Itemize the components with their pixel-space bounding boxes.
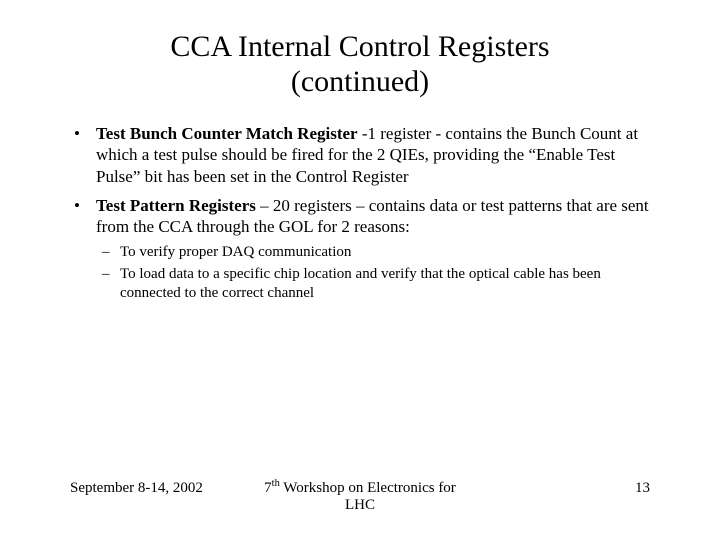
sub-list-item: To load data to a specific chip location… [96,265,650,303]
sub-list: To verify proper DAQ communication To lo… [96,243,650,302]
footer-center-num: 7 [264,480,272,496]
footer-date: September 8-14, 2002 [70,480,263,497]
footer-page-number: 13 [457,480,650,497]
footer-center-text: Workshop on Electronics for LHC [280,480,456,513]
list-item: Test Pattern Registers – 20 registers – … [70,195,650,303]
footer-title: 7th Workshop on Electronics for LHC [263,478,456,514]
sub-item-text: To verify proper DAQ communication [120,244,351,260]
title-line-1: CCA Internal Control Registers [170,30,549,63]
item-bold: Test Pattern Registers [96,196,256,215]
bullet-list: Test Bunch Counter Match Register -1 reg… [70,123,650,303]
sub-list-item: To verify proper DAQ communication [96,243,650,262]
slide: CCA Internal Control Registers (continue… [0,0,720,540]
item-bold: Test Bunch Counter Match Register [96,124,358,143]
footer-center-ordinal: th [272,478,280,489]
footer: September 8-14, 2002 7th Workshop on Ele… [0,478,720,514]
slide-body: Test Bunch Counter Match Register -1 reg… [0,99,720,303]
sub-item-text: To load data to a specific chip location… [120,266,601,301]
slide-title: CCA Internal Control Registers (continue… [0,0,720,99]
list-item: Test Bunch Counter Match Register -1 reg… [70,123,650,187]
title-line-2: (continued) [291,65,429,98]
